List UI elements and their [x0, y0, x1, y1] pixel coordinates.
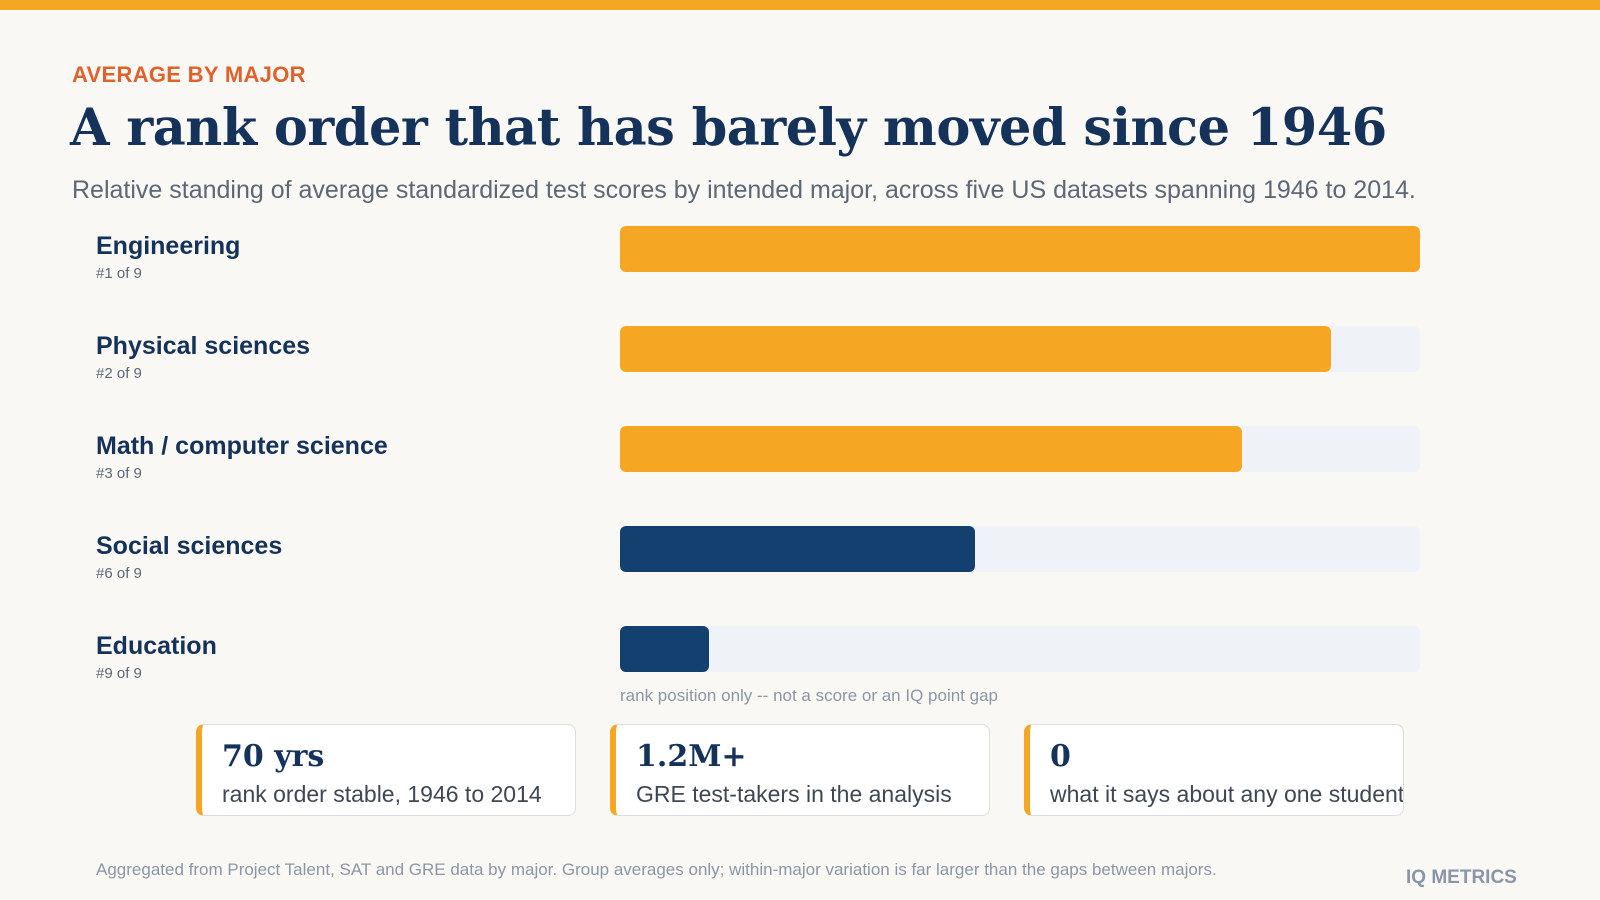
rank-label-physical-sciences: #2 of 9 — [96, 365, 142, 382]
brand-logo: IQ METRICS — [1406, 867, 1517, 888]
bar-math-computer-science — [620, 426, 1242, 472]
bar-track-math-computer-science — [620, 426, 1420, 472]
stat-card-test-takers: 1.2M+ GRE test-takers in the analysis — [610, 724, 990, 816]
bar-track-social-sciences — [620, 526, 1420, 572]
footnote: Aggregated from Project Talent, SAT and … — [96, 860, 1217, 879]
eyebrow-label: AVERAGE BY MAJOR — [72, 62, 306, 87]
chart-title: A rank order that has barely moved since… — [70, 98, 1387, 158]
bar-label-physical-sciences: Physical sciences — [96, 332, 311, 360]
stat-description: GRE test-takers in the analysis — [636, 781, 952, 807]
bar-track-education — [620, 626, 1420, 672]
bar-track-engineering — [620, 226, 1420, 272]
bar-social-sciences — [620, 526, 975, 572]
chart-subtitle: Relative standing of average standardize… — [72, 176, 1416, 204]
bar-physical-sciences — [620, 326, 1331, 372]
top-accent-bar — [0, 0, 1600, 10]
bar-label-engineering: Engineering — [96, 232, 241, 260]
stat-description: rank order stable, 1946 to 2014 — [222, 781, 542, 807]
stat-card-individual: 0 what it says about any one student — [1024, 724, 1404, 816]
bar-label-social-sciences: Social sciences — [96, 532, 283, 560]
stat-value: 0 — [1050, 739, 1071, 774]
rank-label-engineering: #1 of 9 — [96, 265, 142, 282]
bar-label-education: Education — [96, 632, 217, 660]
axis-note: rank position only -- not a score or an … — [620, 686, 998, 705]
rank-label-math-computer-science: #3 of 9 — [96, 465, 142, 482]
bar-label-math-computer-science: Math / computer science — [96, 432, 388, 460]
bar-engineering — [620, 226, 1420, 272]
stat-description: what it says about any one student — [1050, 781, 1404, 807]
rank-label-education: #9 of 9 — [96, 665, 142, 682]
stat-value: 1.2M+ — [636, 739, 747, 774]
bar-track-physical-sciences — [620, 326, 1420, 372]
stat-value: 70 yrs — [222, 739, 325, 774]
rank-label-social-sciences: #6 of 9 — [96, 565, 142, 582]
stat-card-years: 70 yrs rank order stable, 1946 to 2014 — [196, 724, 576, 816]
bar-education — [620, 626, 709, 672]
